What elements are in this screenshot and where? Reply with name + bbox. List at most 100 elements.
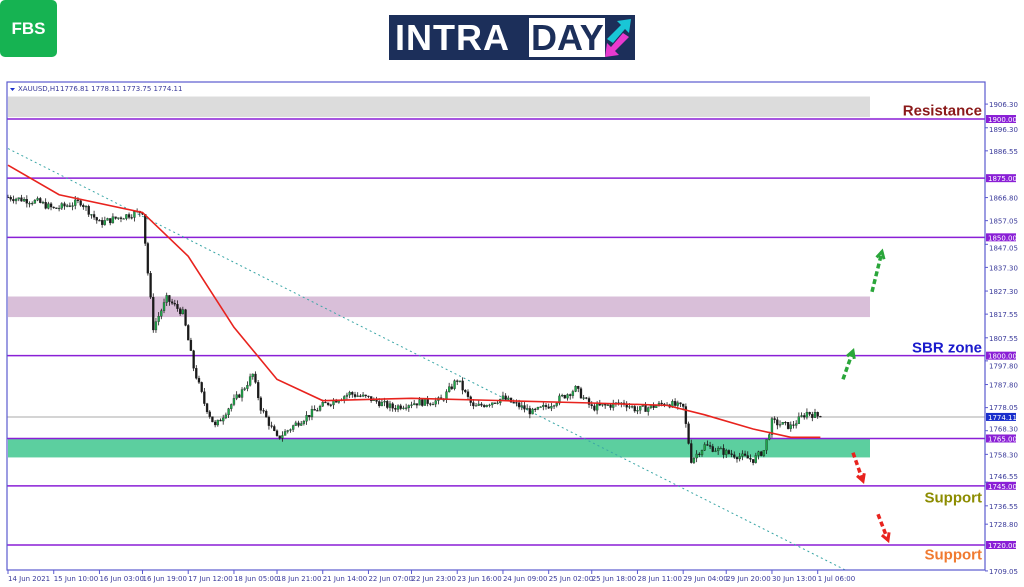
bull-candle-body (383, 401, 386, 403)
candle (235, 391, 238, 401)
bull-candle-body (57, 207, 61, 210)
candle (66, 203, 69, 208)
bull-candle-body (305, 415, 308, 422)
candle (63, 201, 66, 210)
candle (437, 396, 440, 405)
arrow-head (846, 347, 856, 360)
bull-candle-body (111, 216, 115, 224)
candle (563, 394, 566, 399)
candle (469, 395, 472, 407)
bear-candle-body (184, 309, 187, 326)
bear-candle-body (39, 198, 42, 203)
candle (789, 421, 792, 432)
bull-candle-body (741, 453, 744, 457)
bear-candle-body (351, 392, 354, 395)
candle (257, 379, 260, 401)
bull-candle-body (552, 405, 556, 407)
bull-candle-body (84, 206, 88, 208)
bull-candle-body (181, 309, 185, 315)
bull-candle-body (154, 321, 158, 331)
bear-candle-body (569, 394, 572, 396)
candle (421, 398, 424, 407)
bear-candle-body (195, 368, 198, 379)
bull-candle-body (222, 417, 225, 422)
candle (181, 306, 185, 315)
candle (577, 385, 580, 393)
x-tick-label: 28 Jun 11:00 (637, 575, 681, 583)
bear-candle-body (55, 207, 58, 209)
bear-candle-body (92, 214, 96, 218)
bear-candle-body (547, 406, 550, 409)
candle (270, 421, 273, 429)
candle (464, 389, 467, 394)
candle (808, 411, 811, 417)
bull-candle-body (22, 199, 26, 202)
bear-candle-body (609, 404, 612, 408)
candle (472, 399, 475, 410)
candle (504, 393, 507, 401)
candle (633, 404, 636, 413)
bull-candle-body (380, 401, 384, 407)
candle (144, 214, 147, 247)
candle (536, 406, 540, 411)
bull-candle-body (485, 405, 488, 407)
y-tick-label: 1847.05 (989, 244, 1018, 252)
candle (22, 197, 26, 202)
bull-candle-body (458, 380, 462, 382)
trendline (7, 148, 848, 572)
candle (47, 201, 50, 210)
bull-candle-body (566, 394, 569, 399)
candle (652, 402, 655, 411)
bear-candle-body (493, 402, 497, 404)
bull-candle-body (125, 214, 128, 219)
bear-candle-body (464, 389, 467, 392)
y-tick-label: 1728.80 (989, 521, 1018, 529)
bull-candle-body (106, 218, 109, 221)
bear-candle-body (127, 214, 131, 218)
candle (14, 197, 18, 205)
candle (259, 396, 263, 414)
candle (55, 207, 58, 209)
arrow-up-icon (841, 347, 856, 380)
bull-candle-body (601, 404, 604, 406)
bear-candle-body (205, 403, 209, 413)
bear-candle-body (44, 202, 47, 209)
candle (593, 402, 596, 412)
bear-candle-body (25, 199, 28, 204)
candle (149, 271, 152, 299)
bull-candle-body (251, 373, 254, 377)
y-tick-label: 1896.30 (989, 126, 1018, 134)
level-price-tag (986, 541, 1016, 549)
bear-candle-body (114, 216, 117, 219)
bull-candle-body (302, 421, 306, 424)
bull-candle-body (754, 455, 757, 463)
candle (111, 213, 115, 224)
bull-candle-body (224, 414, 228, 419)
candle (219, 418, 222, 422)
candle (574, 385, 577, 393)
candle (168, 295, 171, 306)
bull-candle-body (639, 406, 642, 411)
bull-candle-body (453, 380, 456, 389)
bear-candle-body (152, 297, 155, 331)
candle (394, 404, 397, 412)
candle (488, 403, 491, 408)
bull-candle-body (31, 203, 34, 205)
y-tick-label: 1787.80 (989, 382, 1018, 390)
level-price-tag (986, 351, 1016, 360)
y-tick-label: 1768.30 (989, 426, 1018, 434)
arrow-shaft (870, 251, 884, 293)
candle (187, 324, 190, 341)
candle (36, 196, 39, 202)
candle (684, 403, 688, 428)
candle (356, 392, 359, 398)
candle (154, 317, 158, 333)
candle (413, 399, 416, 406)
candle (232, 394, 236, 407)
bear-candle-body (512, 402, 515, 404)
candle (746, 451, 749, 459)
dropdown-triangle-icon[interactable] (10, 88, 15, 91)
candle (275, 429, 279, 437)
level-price-label: 1900.00 (988, 116, 1017, 124)
